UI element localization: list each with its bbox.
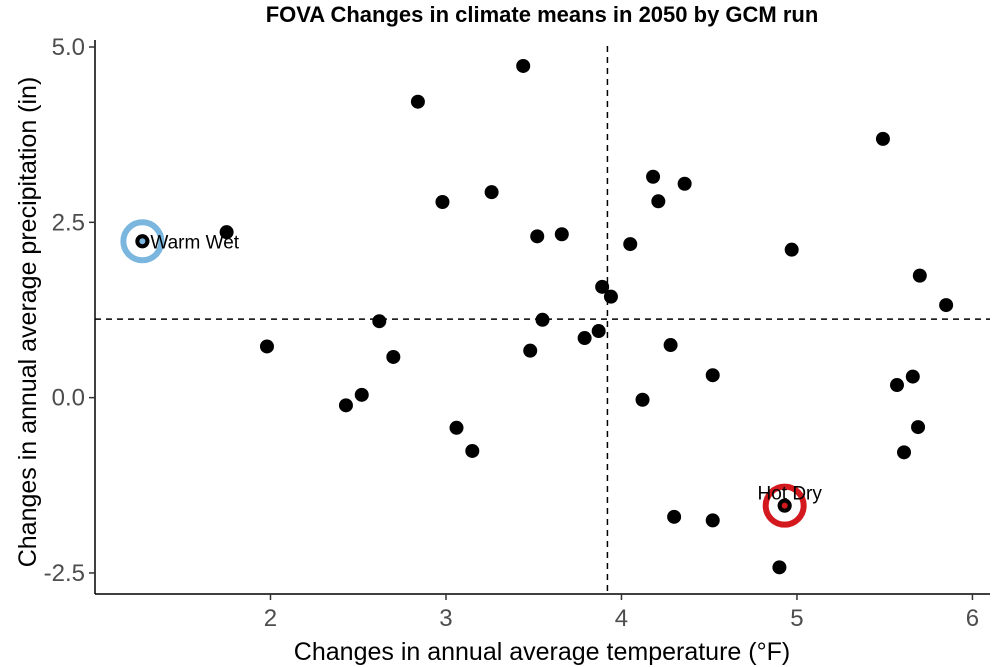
plot-area: Warm Wet Hot Dry xyxy=(95,46,990,594)
x-axis-label: Changes in annual average temperature (°… xyxy=(294,638,790,666)
highlight-markers: Warm Wet Hot Dry xyxy=(120,219,822,528)
data-point xyxy=(635,392,650,407)
data-point xyxy=(530,229,545,244)
annotation-warm-wet: Warm Wet xyxy=(150,232,239,253)
data-point xyxy=(435,194,450,209)
data-point xyxy=(705,368,720,383)
annotation-hot-dry: Hot Dry xyxy=(757,484,822,505)
data-point xyxy=(911,420,926,435)
data-points xyxy=(135,58,954,575)
highlight-ring-hot-dry xyxy=(762,483,807,528)
data-point xyxy=(603,289,618,304)
data-point xyxy=(663,338,678,353)
data-point xyxy=(889,378,904,393)
data-point xyxy=(523,343,538,358)
data-point xyxy=(677,176,692,191)
data-point xyxy=(259,339,274,354)
data-point xyxy=(372,314,387,329)
data-point xyxy=(875,131,890,146)
data-point xyxy=(484,185,499,200)
data-point xyxy=(772,560,787,575)
data-point xyxy=(651,194,666,209)
x-tick-label: 5 xyxy=(790,605,803,632)
y-tick-label: 5.0 xyxy=(52,34,85,61)
highlight-ring-warm-wet xyxy=(120,219,165,264)
highlight-center-warm-wet xyxy=(139,238,146,245)
data-point xyxy=(591,324,606,339)
y-tick-label: 0.0 xyxy=(52,385,85,412)
x-tick-label: 2 xyxy=(264,605,277,632)
data-point xyxy=(705,513,720,528)
reference-lines xyxy=(95,46,990,594)
x-tick-label: 4 xyxy=(615,605,628,632)
x-tick-label: 6 xyxy=(966,605,979,632)
data-point xyxy=(784,242,799,257)
data-point xyxy=(646,169,661,184)
data-point xyxy=(465,443,480,458)
data-point xyxy=(449,420,464,435)
data-point xyxy=(386,349,401,364)
y-axis-ticks: -2.5 0.0 2.5 5.0 xyxy=(44,34,95,587)
data-point xyxy=(595,279,610,294)
data-point xyxy=(912,268,927,283)
x-tick-label: 3 xyxy=(439,605,452,632)
data-point xyxy=(623,237,638,252)
data-point xyxy=(338,398,353,413)
chart-title: FOVA Changes in climate means in 2050 by… xyxy=(266,2,819,27)
data-point xyxy=(219,225,234,240)
data-point xyxy=(667,509,682,524)
data-point xyxy=(939,298,954,313)
data-point xyxy=(354,387,369,402)
y-tick-label: 2.5 xyxy=(52,209,85,236)
y-axis: -2.5 0.0 2.5 5.0 Changes in annual average … xyxy=(14,34,96,594)
data-point xyxy=(554,227,569,242)
x-axis: 2 3 4 5 6 Changes in annual average temperat… xyxy=(95,593,990,666)
highlight-center-hot-dry xyxy=(781,502,788,509)
x-axis-ticks: 2 3 4 5 6 xyxy=(264,594,979,632)
data-point xyxy=(535,312,550,327)
data-point xyxy=(905,369,920,384)
data-point xyxy=(516,58,531,73)
y-tick-label: -2.5 xyxy=(44,560,85,587)
data-point xyxy=(577,331,592,346)
data-point xyxy=(410,94,425,109)
data-point xyxy=(897,445,912,460)
y-axis-label: Changes in annual average precipitation … xyxy=(14,77,42,568)
